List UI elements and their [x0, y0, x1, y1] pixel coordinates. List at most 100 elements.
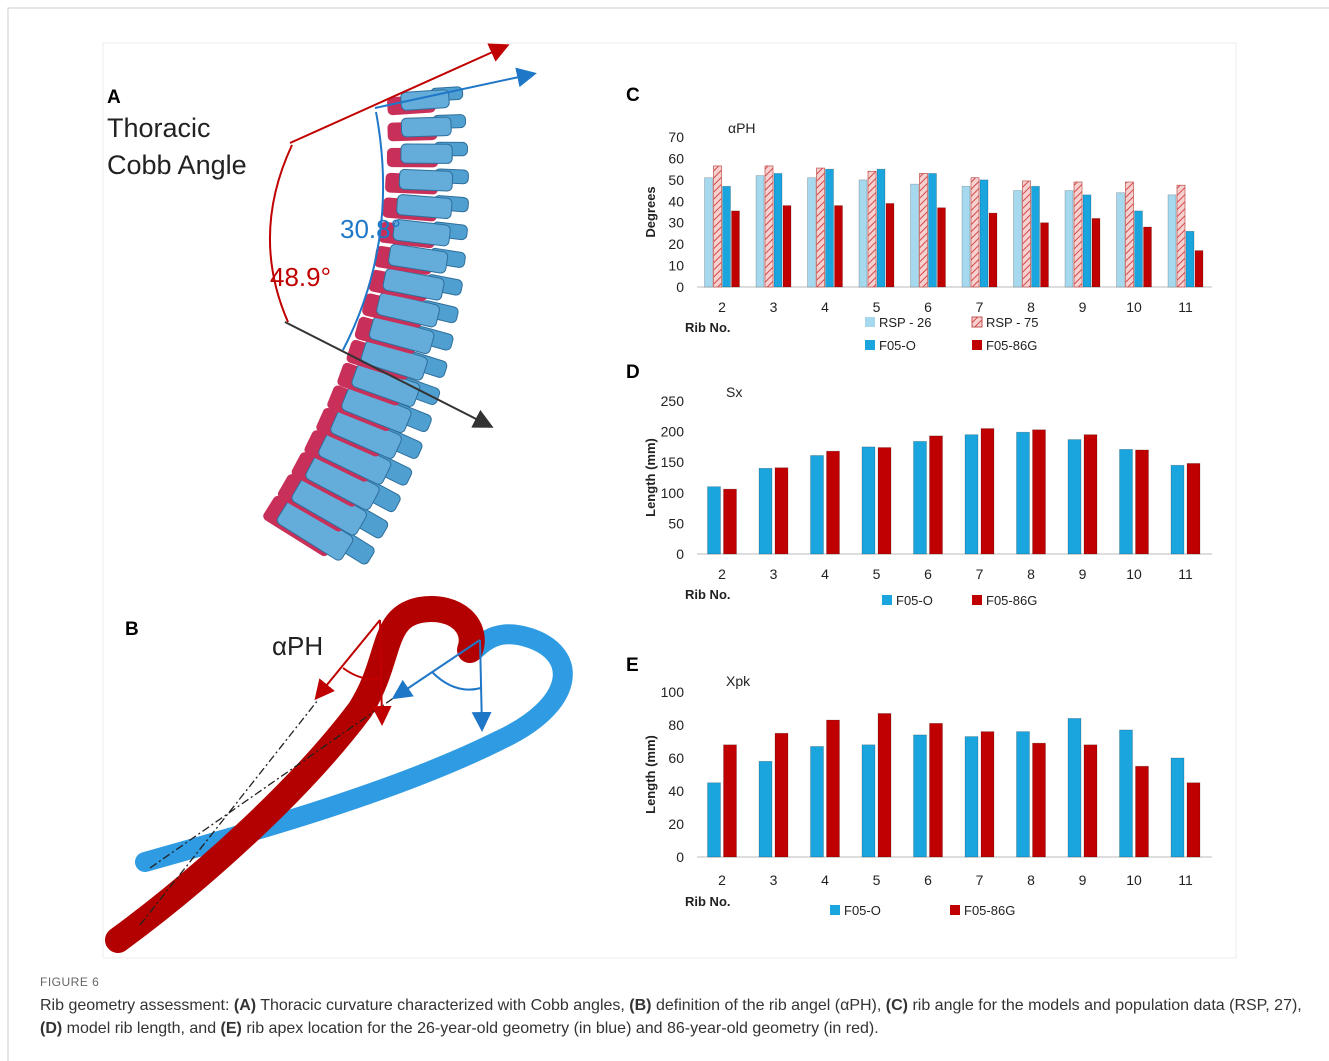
panel-title: Thoracic — [107, 113, 211, 143]
x-tick-label: 5 — [873, 872, 881, 888]
vertebra — [386, 141, 468, 168]
bar — [867, 170, 877, 288]
bar — [937, 207, 946, 288]
legend-swatch — [830, 905, 840, 915]
bar — [1067, 439, 1082, 555]
y-tick-label: 100 — [661, 684, 685, 700]
x-tick-label: 10 — [1126, 299, 1142, 315]
bar — [1167, 194, 1177, 288]
bar — [1170, 464, 1185, 555]
caption-part: (D) — [40, 1020, 63, 1037]
x-tick-label: 8 — [1027, 299, 1035, 315]
figure-frame — [102, 42, 1237, 959]
bar — [1083, 744, 1098, 858]
vertebra — [354, 316, 454, 355]
y-tick-label: 150 — [661, 454, 685, 470]
y-tick-label: 100 — [661, 485, 685, 501]
bar — [913, 441, 927, 555]
bar — [1186, 782, 1201, 858]
vertebra — [368, 268, 463, 302]
bar — [826, 719, 840, 858]
bar — [773, 173, 783, 288]
blue-arrow — [374, 67, 537, 109]
bar — [980, 428, 995, 555]
bar — [929, 722, 943, 858]
legend-swatch — [950, 905, 960, 915]
bar — [1176, 184, 1186, 288]
bar — [1016, 431, 1030, 555]
caption-part: definition of the rib angel (αPH), — [651, 997, 886, 1014]
y-tick-label: 70 — [668, 129, 684, 145]
legend-swatch — [971, 316, 983, 328]
bar — [782, 205, 792, 288]
bar — [826, 450, 840, 555]
x-axis-label: Rib No. — [685, 894, 731, 909]
y-tick-label: 20 — [668, 236, 684, 252]
y-tick-label: 200 — [661, 424, 685, 440]
legend-swatch — [972, 340, 982, 350]
y-tick-label: 80 — [668, 717, 684, 733]
x-tick-label: 3 — [770, 299, 778, 315]
x-tick-label: 11 — [1178, 566, 1193, 582]
vertebra — [387, 114, 467, 142]
bar — [1185, 230, 1195, 288]
caption: Rib geometry assessment: (A) Thoracic cu… — [40, 994, 1302, 1040]
x-tick-label: 7 — [976, 566, 984, 582]
bar — [758, 467, 773, 555]
legend-label: RSP - 75 — [986, 315, 1039, 330]
x-tick-label: 4 — [821, 299, 829, 315]
x-axis-label: Rib No. — [685, 320, 731, 335]
x-tick-label: 11 — [1178, 299, 1193, 315]
dash-line — [149, 696, 396, 869]
bar — [722, 185, 731, 288]
red-arc — [269, 144, 293, 323]
chart-title: Xpk — [726, 673, 751, 689]
panel-label: A — [107, 87, 121, 108]
rib-blue — [135, 624, 573, 872]
y-tick-label: 0 — [676, 546, 684, 562]
vertebra-body-blue — [388, 243, 449, 274]
y-tick-label: 40 — [668, 783, 684, 799]
y-tick-label: 0 — [676, 849, 684, 865]
bar — [707, 782, 721, 858]
y-tick-label: 20 — [668, 816, 684, 832]
legend-label: F05-86G — [986, 338, 1037, 353]
caption-part: (E) — [220, 1020, 242, 1037]
bar — [1064, 190, 1074, 288]
x-tick-label: 6 — [924, 566, 932, 582]
legend-label: F05-O — [844, 903, 881, 918]
angle-label: 48.9° — [270, 262, 331, 292]
legend-label: F05-O — [896, 593, 933, 608]
bar — [1032, 429, 1046, 555]
blue-arc — [342, 111, 385, 351]
bar — [919, 173, 928, 288]
bar — [1135, 765, 1149, 858]
bar — [731, 210, 740, 288]
bar — [1116, 192, 1125, 288]
x-tick-label: 9 — [1079, 872, 1087, 888]
bar — [961, 185, 971, 288]
legend-swatch — [865, 340, 875, 350]
y-axis-label: Length (mm) — [643, 438, 658, 517]
bar — [816, 167, 825, 288]
bar — [929, 435, 943, 555]
bar — [707, 486, 721, 555]
caption-part: (B) — [629, 997, 652, 1014]
bar — [1091, 218, 1101, 288]
legend-swatch — [865, 317, 875, 327]
caption-part: (C) — [885, 997, 908, 1014]
rib-red — [105, 596, 485, 953]
vertebra — [374, 243, 466, 275]
bar — [877, 713, 892, 858]
caption-part: (A) — [233, 997, 257, 1014]
x-tick-label: 10 — [1126, 872, 1142, 888]
caption-part: model rib length, and — [62, 1020, 221, 1037]
panel-label: D — [626, 362, 640, 383]
bar — [1082, 194, 1092, 288]
x-tick-label: 5 — [873, 566, 881, 582]
chart-title: αPH — [728, 120, 756, 136]
vertebra-body-blue — [392, 219, 451, 247]
bar — [980, 731, 995, 858]
bar — [876, 168, 886, 288]
x-tick-label: 6 — [924, 299, 932, 315]
